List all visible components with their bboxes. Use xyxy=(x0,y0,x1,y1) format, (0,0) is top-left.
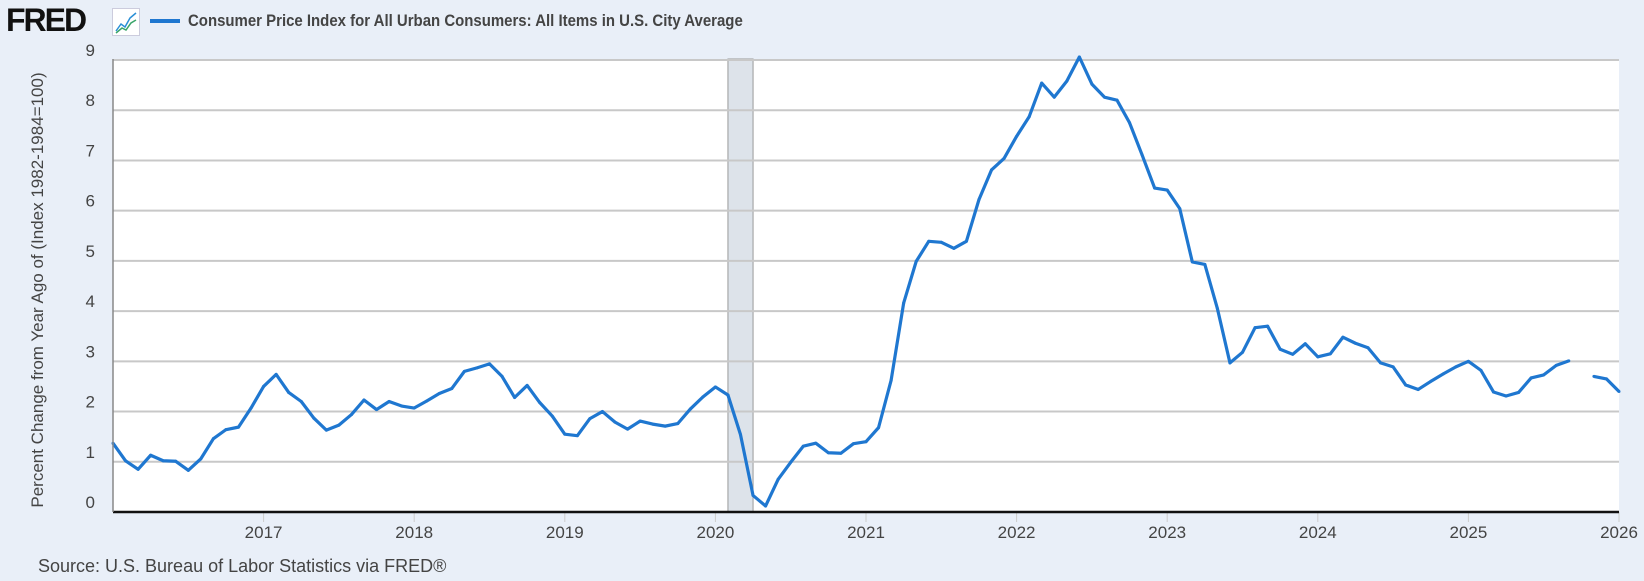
y-tick-label: 7 xyxy=(86,141,95,160)
fred-logo[interactable]: FRED xyxy=(6,2,87,38)
x-tick-label: 2022 xyxy=(998,523,1036,542)
x-tick-label: 2017 xyxy=(245,523,283,542)
series-line-segment xyxy=(1593,374,1621,393)
y-tick-label: 0 xyxy=(86,493,95,512)
y-axis-label: Percent Change from Year Ago of (Index 1… xyxy=(28,72,47,508)
y-tick-labels: 0 1 2 3 4 5 6 7 8 9 xyxy=(86,41,95,512)
y-tick-label: 9 xyxy=(86,41,95,60)
x-tick-label: 2021 xyxy=(847,523,885,542)
gridlines xyxy=(113,59,1619,463)
y-tick-label: 3 xyxy=(86,342,95,361)
y-tick-label: 5 xyxy=(86,242,95,261)
series-line-segment xyxy=(111,55,1570,508)
x-tick-label: 2019 xyxy=(546,523,584,542)
series-line xyxy=(111,55,1621,508)
plot-area xyxy=(113,59,1619,512)
source-note: Source: U.S. Bureau of Labor Statistics … xyxy=(38,556,447,576)
recession-shading xyxy=(727,58,754,513)
x-tick-label: 2023 xyxy=(1148,523,1186,542)
line-chart-icon[interactable] xyxy=(112,8,140,36)
legend: Consumer Price Index for All Urban Consu… xyxy=(150,11,818,31)
x-tick-label: 2018 xyxy=(395,523,433,542)
y-tick-label: 8 xyxy=(86,91,95,110)
legend-swatch xyxy=(150,19,180,23)
recession-bar xyxy=(727,58,754,513)
x-tick-label: 2024 xyxy=(1299,523,1337,542)
x-tick-label: 2026 xyxy=(1600,523,1638,542)
x-tick-label: 2020 xyxy=(696,523,734,542)
y-tick-label: 6 xyxy=(86,192,95,211)
x-tick-labels: 2017 2018 2019 2020 2021 2022 2023 2024 2025 2026 xyxy=(245,512,1638,542)
y-tick-label: 1 xyxy=(86,443,95,462)
legend-label: Consumer Price Index for All Urban Consu… xyxy=(188,11,743,30)
y-tick-label: 2 xyxy=(86,393,95,412)
x-tick-label: 2025 xyxy=(1449,523,1487,542)
y-tick-label: 4 xyxy=(86,292,95,311)
